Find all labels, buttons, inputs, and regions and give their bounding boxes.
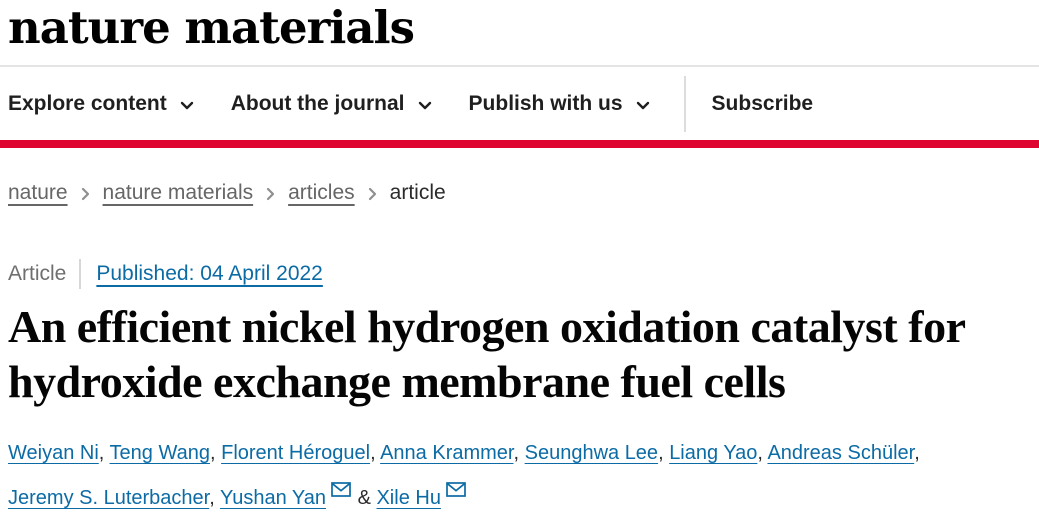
author-list: Weiyan Ni, Teng Wang, Florent Héroguel, … [8,431,1031,521]
meta-divider [79,259,82,289]
site-header: nature materials [8,0,1031,53]
author-link-yushan-yan[interactable]: Yushan Yan [219,487,327,510]
envelope-icon[interactable] [331,482,351,498]
author-separator: & [352,487,377,510]
author-link-xile-hu[interactable]: Xile Hu [376,487,441,510]
author-separator: , [757,442,768,465]
header-divider [0,65,1039,67]
author-link-seunghwa-lee[interactable]: Seunghwa Lee [524,442,659,465]
brand-red-bar [0,140,1039,148]
main-nav: Explore content About the journal Publish … [8,67,1031,140]
logo-row: nature materials [8,0,1031,53]
author-separator: , [513,442,525,465]
article-type-label: Article [8,262,67,285]
chevron-right-icon [368,187,376,201]
subscribe-link[interactable]: Subscribe [711,91,814,115]
main-nav-items: Explore content About the journal Publish … [8,92,650,116]
breadcrumb: nature nature materials articles article [8,181,1031,205]
author-link-weiyan-ni[interactable]: Weiyan Ni [8,442,99,465]
chevron-down-icon [636,101,649,109]
breadcrumb-item-nature[interactable]: nature [8,181,68,204]
author-link-anna-krammer[interactable]: Anna Krammer [380,442,514,465]
author-link-teng-wang[interactable]: Teng Wang [109,442,210,465]
nav-item-about-the-journal[interactable]: About the journal [231,92,432,116]
nav-divider [683,75,686,132]
author-link-liang-yao[interactable]: Liang Yao [669,442,758,465]
article-title: An efficient nickel hydrogen oxidation c… [8,301,965,408]
chevron-right-icon [267,187,275,201]
author-separator: , [209,442,222,465]
author-link-andreas-sch-ler[interactable]: Andreas Schüler [767,442,915,465]
author-link-florent-h-roguel[interactable]: Florent Héroguel [221,442,371,465]
author-separator: , [98,442,110,465]
breadcrumb-item-nature-materials[interactable]: nature materials [102,181,254,204]
envelope-icon[interactable] [446,482,466,498]
article-meta-row: Article Published: 04 April 2022 [8,259,1031,289]
journal-logo[interactable]: nature materials [8,1,415,54]
nav-item-explore-content[interactable]: Explore content [8,92,194,116]
published-date-link[interactable]: Published: 04 April 2022 [96,262,323,285]
breadcrumb-item-articles[interactable]: articles [288,181,355,204]
author-separator: , [209,487,220,510]
breadcrumb-item-article: article [389,181,446,204]
chevron-down-icon [180,101,193,109]
author-separator: , [370,442,381,465]
nav-item-publish-with-us[interactable]: Publish with us [469,92,650,116]
chevron-down-icon [418,101,431,109]
author-link-jeremy-s-luterbacher[interactable]: Jeremy S. Luterbacher [8,487,210,510]
chevron-right-icon [81,187,89,201]
author-separator: , [914,442,920,465]
author-separator: , [658,442,670,465]
